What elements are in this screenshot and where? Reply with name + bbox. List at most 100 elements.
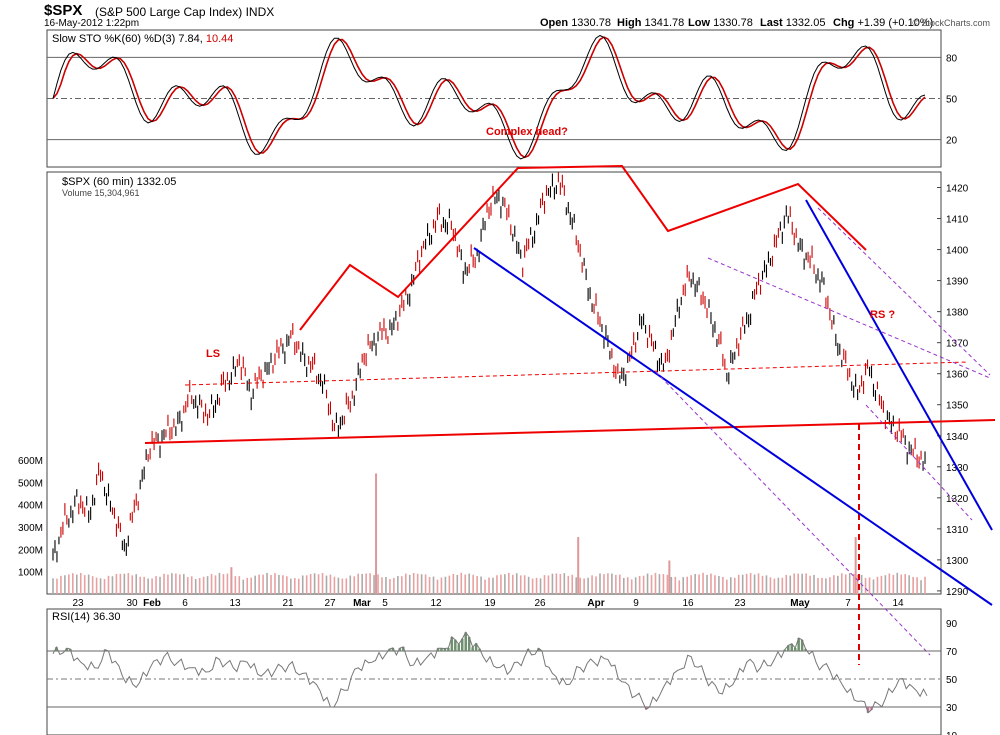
neckline-upper-dashed xyxy=(184,361,969,386)
x-tick-label: 27 xyxy=(324,598,336,609)
rsi-tick-label: 10 xyxy=(946,731,958,735)
sto-tick-label: 20 xyxy=(946,136,958,147)
volume-bar xyxy=(99,578,102,594)
volume-bar xyxy=(95,577,98,594)
volume-bar xyxy=(147,578,149,594)
volume-bar xyxy=(595,576,597,594)
sto-legend-d: 10.44 xyxy=(206,33,234,45)
volume-bar xyxy=(135,574,138,594)
price-legend: $SPX (60 min) 1332.05 xyxy=(62,176,176,188)
price-tick-label: 1310 xyxy=(946,525,969,536)
volume-bar xyxy=(729,577,732,594)
volume-bar xyxy=(163,573,165,594)
volume-bar xyxy=(317,574,320,594)
volume-bar xyxy=(698,574,700,594)
volume-bar xyxy=(353,576,356,594)
volume-spike-bar xyxy=(577,537,580,594)
volume-bar xyxy=(543,575,546,594)
volume-bar xyxy=(714,575,716,594)
volume-spike-bar xyxy=(375,473,378,594)
quote-low: Low 1330.78 xyxy=(688,17,753,29)
sto-tick-label: 50 xyxy=(946,95,958,106)
volume-bar xyxy=(829,577,831,594)
volume-spike-bar xyxy=(230,567,233,594)
volume-bar xyxy=(912,576,914,594)
volume-bar xyxy=(365,573,367,594)
volume-bar xyxy=(381,577,383,594)
volume-bar xyxy=(492,577,494,594)
volume-bar xyxy=(290,578,292,594)
volume-bar xyxy=(83,575,86,594)
volume-bar xyxy=(175,573,177,594)
volume-bar xyxy=(444,576,447,594)
volume-bar xyxy=(575,577,578,594)
volume-spike-bar xyxy=(854,537,857,594)
volume-legend: Volume 15,304,961 xyxy=(62,188,140,198)
sto-legend: Slow STO %K(60) %D(3) 7.84, 10.44 xyxy=(52,33,233,45)
volume-bar xyxy=(420,574,423,594)
price-tick-label: 1420 xyxy=(946,184,969,195)
volume-bar xyxy=(654,572,657,594)
volume-tick-label: 600M xyxy=(18,456,43,467)
volume-bar xyxy=(456,574,459,594)
volume-bar xyxy=(741,574,744,594)
volume-bar xyxy=(341,578,344,594)
sto-d-line xyxy=(52,36,926,159)
price-tick-label: 1340 xyxy=(946,432,969,443)
x-tick-label: 21 xyxy=(282,598,294,609)
x-tick-label: 5 xyxy=(382,598,388,609)
volume-bar xyxy=(428,577,431,594)
volume-bar xyxy=(844,574,847,594)
volume-bar xyxy=(369,573,371,594)
volume-tick-label: 300M xyxy=(18,523,43,534)
neckline xyxy=(144,419,996,444)
x-tick-label: 16 xyxy=(682,598,694,609)
volume-bar xyxy=(337,577,340,594)
volume-bar xyxy=(75,574,78,594)
annotation-rs: RS ? xyxy=(870,309,895,321)
rsi-legend: RSI(14) 36.30 xyxy=(52,611,120,623)
volume-bar xyxy=(733,577,736,594)
volume-bar xyxy=(222,574,225,594)
volume-bar xyxy=(68,574,70,594)
volume-bar xyxy=(56,578,58,594)
volume-bar xyxy=(246,577,249,594)
volume-bar xyxy=(833,575,835,594)
volume-bar xyxy=(87,574,90,594)
volume-bar xyxy=(706,574,708,594)
volume-bar xyxy=(840,573,843,594)
volume-bar xyxy=(797,573,799,594)
symbol-title: $SPX xyxy=(44,2,83,19)
volume-bar xyxy=(480,576,482,594)
volume-bar xyxy=(123,573,126,594)
volume-bar xyxy=(611,573,613,594)
sto-tick-label: 80 xyxy=(946,53,958,64)
sto-annotation: Complex head? xyxy=(486,126,568,138)
volume-bar xyxy=(515,573,518,594)
volume-tick-label: 200M xyxy=(18,545,43,556)
volume-bar xyxy=(872,579,875,594)
volume-bar xyxy=(305,575,308,594)
volume-bar xyxy=(412,572,415,594)
volume-bar xyxy=(278,574,280,594)
volume-bar xyxy=(167,574,169,594)
volume-bar xyxy=(179,574,181,594)
volume-bar xyxy=(864,577,867,594)
volume-bar xyxy=(916,577,918,594)
volume-bar xyxy=(547,575,550,594)
volume-bar xyxy=(563,573,566,594)
rsi-tick-label: 90 xyxy=(946,619,958,630)
volume-bar xyxy=(674,576,677,594)
volume-bar xyxy=(523,575,526,594)
volume-bar xyxy=(301,575,304,594)
annotation-ls: LS xyxy=(206,348,220,360)
volume-bar xyxy=(884,575,887,594)
x-tick-label: 23 xyxy=(734,598,746,609)
volume-bar xyxy=(484,579,486,594)
volume-bar xyxy=(436,579,439,594)
volume-bar xyxy=(777,577,780,594)
volume-bar xyxy=(472,574,474,594)
volume-bar xyxy=(900,574,903,594)
volume-bar xyxy=(464,574,467,594)
x-tick-label: 23 xyxy=(72,598,84,609)
